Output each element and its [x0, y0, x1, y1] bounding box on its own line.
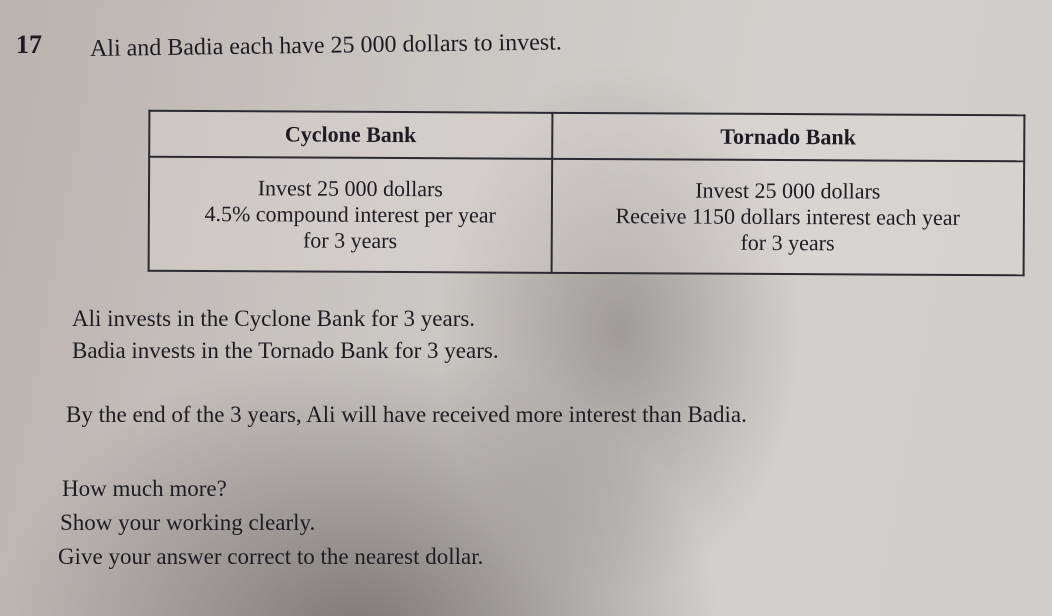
- statement-comparison: By the end of the 3 years, Ali will have…: [66, 402, 747, 427]
- cell-line: 4.5% compound interest per year: [204, 201, 496, 228]
- cell-line: for 3 years: [740, 229, 835, 256]
- cell-cyclone-terms: Invest 25 000 dollars 4.5% compound inte…: [148, 156, 552, 273]
- statement-badia: Badia invests in the Tornado Bank for 3 …: [72, 338, 499, 363]
- bank-comparison-table: Cyclone Bank Tornado Bank Invest 25 000 …: [147, 109, 1026, 277]
- statement-ali: Ali invests in the Cyclone Bank for 3 ye…: [72, 306, 476, 331]
- cell-tornado-terms: Invest 25 000 dollars Receive 1150 dolla…: [551, 158, 1025, 276]
- header-tornado-bank: Tornado Bank: [551, 112, 1025, 162]
- cell-line: Receive 1150 dollars interest each year: [615, 203, 960, 230]
- cell-line: for 3 years: [302, 227, 398, 254]
- cell-line: Invest 25 000 dollars: [257, 175, 443, 202]
- header-cyclone-bank: Cyclone Bank: [149, 110, 553, 159]
- question-number: 17: [16, 30, 42, 59]
- instruction-nearest-dollar: Give your answer correct to the nearest …: [58, 544, 484, 569]
- question-intro: Ali and Badia each have 25 000 dollars t…: [89, 29, 563, 62]
- instruction-how-much: How much more?: [62, 476, 227, 501]
- instruction-show-working: Show your working clearly.: [60, 510, 316, 535]
- cell-line: Invest 25 000 dollars: [695, 177, 881, 204]
